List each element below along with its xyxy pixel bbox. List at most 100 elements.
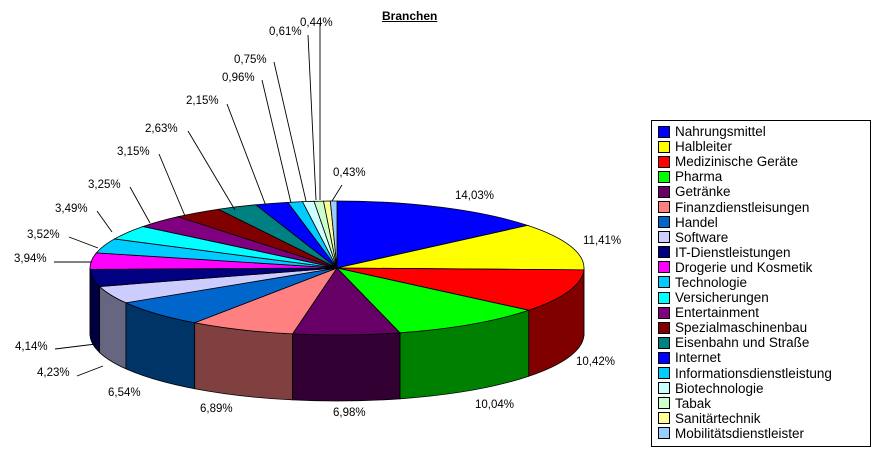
legend-label: Mobilitätsdienstleister (675, 426, 804, 441)
data-label-eisenbahn-und-strasse: 2,63% (145, 123, 178, 135)
legend-swatch (658, 427, 670, 439)
leader-line-tabak (308, 35, 316, 200)
legend-item-technologie: Technologie (652, 275, 870, 290)
data-label-versicherungen: 3,49% (55, 203, 88, 215)
legend-swatch (658, 352, 670, 364)
legend-item-handel: Handel (652, 215, 870, 230)
legend-item-spezialmaschinenbau: Spezialmaschinenbau (652, 320, 870, 335)
data-label-tabak: 0,61% (269, 26, 302, 38)
legend-swatch (658, 382, 670, 394)
legend-item-pharma: Pharma (652, 169, 870, 184)
legend-swatch (658, 156, 670, 168)
legend-label: Nahrungsmittel (675, 124, 766, 139)
pie-side-finanzdienstleisungen (195, 323, 293, 400)
legend-swatch (658, 186, 670, 198)
legend-item-getraenke: Getränke (652, 184, 870, 199)
leader-line-internet (227, 104, 266, 206)
legend-swatch (658, 276, 670, 288)
data-label-internet: 2,15% (186, 95, 219, 107)
legend-item-software: Software (652, 230, 870, 245)
legend-swatch (658, 171, 670, 183)
legend-label: Sanitärtechnik (675, 411, 761, 426)
data-label-informationsdienstleistung: 0,96% (222, 72, 255, 84)
legend-item-it-dienstleistungen: IT-Dienstleistungen (652, 245, 870, 260)
data-label-pharma: 10,04% (475, 399, 514, 411)
data-label-medizinische-geraete: 10,42% (576, 356, 615, 368)
data-label-finanzdienstleisungen: 6,89% (200, 403, 233, 415)
legend-item-medizinische-geraete: Medizinische Geräte (652, 154, 870, 169)
data-label-spezialmaschinenbau: 3,15% (117, 146, 150, 158)
leader-line-informationsdienstleistung (262, 80, 291, 203)
legend-swatch (658, 397, 670, 409)
data-label-biotechnologie: 0,75% (234, 54, 267, 66)
legend-label: Handel (675, 215, 718, 230)
leader-line-biotechnologie (274, 62, 306, 201)
leader-line-mobilitaetsdienstleister (332, 185, 342, 201)
data-label-halbleiter: 11,41% (583, 235, 621, 247)
legend-label: Versicherungen (675, 290, 769, 305)
data-label-nahrungsmittel: 14,03% (455, 190, 494, 202)
legend-swatch (658, 322, 670, 334)
legend-label: Finanzdienstleisungen (675, 200, 809, 215)
legend-swatch (658, 231, 670, 243)
legend-item-entertainment: Entertainment (652, 305, 870, 320)
data-label-sanitaertechnik: 0,44% (300, 17, 333, 29)
leader-line-entertainment (130, 187, 150, 223)
data-label-mobilitaetsdienstleister: 0,43% (333, 167, 366, 179)
legend-item-drogerie-und-kosmetik: Drogerie und Kosmetik (652, 260, 870, 275)
legend-swatch (658, 141, 670, 153)
data-label-software: 4,23% (37, 367, 70, 379)
leader-line-software (77, 366, 103, 376)
legend-label: Software (675, 230, 728, 245)
legend-label: Internet (675, 350, 721, 365)
legend-swatch (658, 367, 670, 379)
legend-swatch (658, 412, 670, 424)
legend-item-biotechnologie: Biotechnologie (652, 381, 870, 396)
legend-item-tabak: Tabak (652, 396, 870, 411)
leader-line-eisenbahn-und-strasse (188, 131, 235, 210)
legend-item-halbleiter: Halbleiter (652, 139, 870, 154)
legend-label: Drogerie und Kosmetik (675, 260, 812, 275)
legend-label: Halbleiter (675, 139, 732, 154)
legend-label: Tabak (675, 396, 711, 411)
legend-label: Getränke (675, 184, 731, 199)
leader-line-technologie (69, 237, 98, 248)
legend-label: Spezialmaschinenbau (675, 320, 807, 335)
legend-label: IT-Dienstleistungen (675, 245, 791, 260)
legend-swatch (658, 126, 670, 138)
legend-label: Informationsdienstleistung (675, 366, 832, 381)
legend-item-finanzdienstleisungen: Finanzdienstleisungen (652, 199, 870, 214)
legend-swatch (658, 307, 670, 319)
legend-label: Technologie (675, 275, 747, 290)
legend-swatch (658, 261, 670, 273)
legend-item-nahrungsmittel: Nahrungsmittel (652, 124, 870, 139)
legend-item-sanitaertechnik: Sanitärtechnik (652, 411, 870, 426)
legend-item-eisenbahn-und-strasse: Eisenbahn und Straße (652, 335, 870, 350)
legend-label: Medizinische Geräte (675, 154, 798, 169)
pie-side-getraenke (293, 333, 400, 401)
leader-line-spezialmaschinenbau (159, 154, 185, 216)
legend-label: Entertainment (675, 305, 759, 320)
data-label-technologie: 3,52% (27, 229, 60, 241)
legend-swatch (658, 292, 670, 304)
data-label-getraenke: 6,98% (333, 407, 366, 419)
data-label-drogerie-und-kosmetik: 3,94% (14, 253, 47, 265)
pie-top-faces (90, 201, 584, 335)
legend-swatch (658, 246, 670, 258)
legend-label: Biotechnologie (675, 381, 764, 396)
legend-item-versicherungen: Versicherungen (652, 290, 870, 305)
legend-swatch (658, 216, 670, 228)
legend-label: Eisenbahn und Straße (675, 335, 809, 350)
data-label-handel: 6,54% (108, 387, 141, 399)
leader-line-versicherungen (97, 211, 112, 232)
legend-label: Pharma (675, 169, 722, 184)
legend-item-internet: Internet (652, 350, 870, 365)
legend-item-informationsdienstleistung: Informationsdienstleistung (652, 366, 870, 381)
legend-swatch (658, 337, 670, 349)
leader-line-it-dienstleistungen (55, 344, 96, 349)
legend-item-mobilitaetsdienstleister: Mobilitätsdienstleister (652, 426, 870, 441)
chart-title: Branchen (382, 9, 437, 23)
data-label-entertainment: 3,25% (88, 179, 121, 191)
